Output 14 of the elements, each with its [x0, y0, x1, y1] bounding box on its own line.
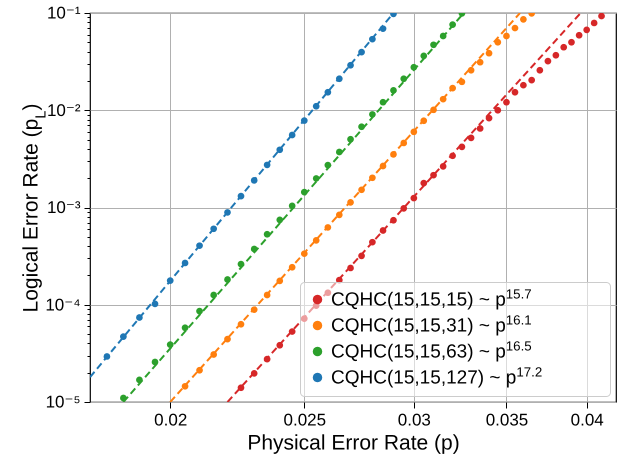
legend-label: CQHC(15,15,31) ~ p$^{16.1}$: [331, 312, 532, 336]
legend-label: CQHC(15,15,127) ~ p$^{17.2}$: [331, 364, 542, 388]
x-axis-title: Physical Error Rate (p): [247, 432, 460, 454]
x-tick-label: 0.03: [398, 410, 431, 430]
x-tick-label: 0.035: [486, 410, 528, 430]
x-tick-label: 0.025: [284, 410, 326, 430]
x-tick-label: 0.02: [154, 410, 188, 430]
legend-label: CQHC(15,15,63) ~ p$^{16.5}$: [331, 338, 532, 362]
x-tick-label: 0.04: [570, 410, 604, 430]
y-tick-label: 10⁻²: [46, 100, 81, 120]
legend-label: CQHC(15,15,15) ~ p$^{15.7}$: [331, 286, 532, 310]
y-tick-label: 10⁻³: [46, 198, 81, 217]
y-tick-label: 10⁻⁵: [46, 392, 80, 412]
y-tick-label: 10⁻¹: [46, 4, 81, 22]
